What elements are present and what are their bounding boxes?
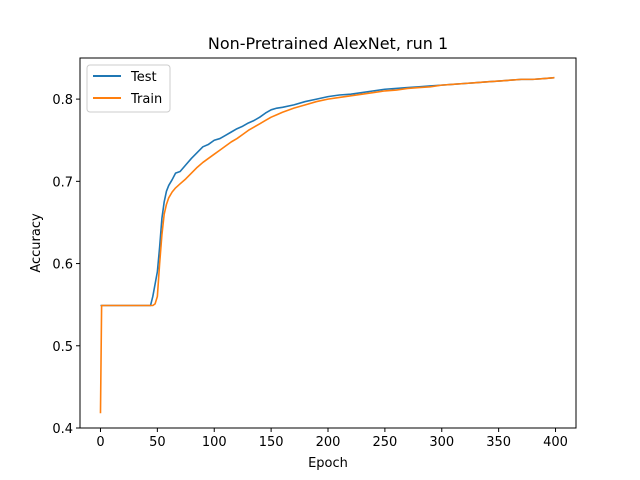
x-tick-label: 200 xyxy=(316,435,341,450)
x-tick-label: 400 xyxy=(543,435,568,450)
y-tick-label: 0.7 xyxy=(52,175,73,190)
y-axis: 0.4 0.5 0.6 0.7 0.8 xyxy=(52,93,80,437)
x-axis: 0 50 100 150 200 250 300 350 400 xyxy=(96,428,568,450)
x-tick-label: 100 xyxy=(202,435,227,450)
y-tick-label: 0.4 xyxy=(52,422,73,437)
y-tick-label: 0.8 xyxy=(52,93,73,108)
legend-label-test: Test xyxy=(130,70,157,85)
x-tick-label: 0 xyxy=(96,435,104,450)
x-tick-label: 150 xyxy=(259,435,284,450)
y-axis-label: Accuracy xyxy=(29,213,44,273)
x-tick-label: 250 xyxy=(372,435,397,450)
y-tick-label: 0.6 xyxy=(52,258,73,273)
legend: Test Train xyxy=(86,64,171,113)
x-tick-label: 300 xyxy=(429,435,454,450)
x-tick-label: 50 xyxy=(149,435,166,450)
x-tick-label: 350 xyxy=(486,435,511,450)
series-layer xyxy=(99,76,555,414)
legend-label-train: Train xyxy=(130,92,162,107)
series-line-train xyxy=(99,76,555,414)
y-tick-label: 0.5 xyxy=(52,340,73,355)
x-axis-label: Epoch xyxy=(308,456,348,471)
chart-title: Non-Pretrained AlexNet, run 1 xyxy=(208,34,448,53)
